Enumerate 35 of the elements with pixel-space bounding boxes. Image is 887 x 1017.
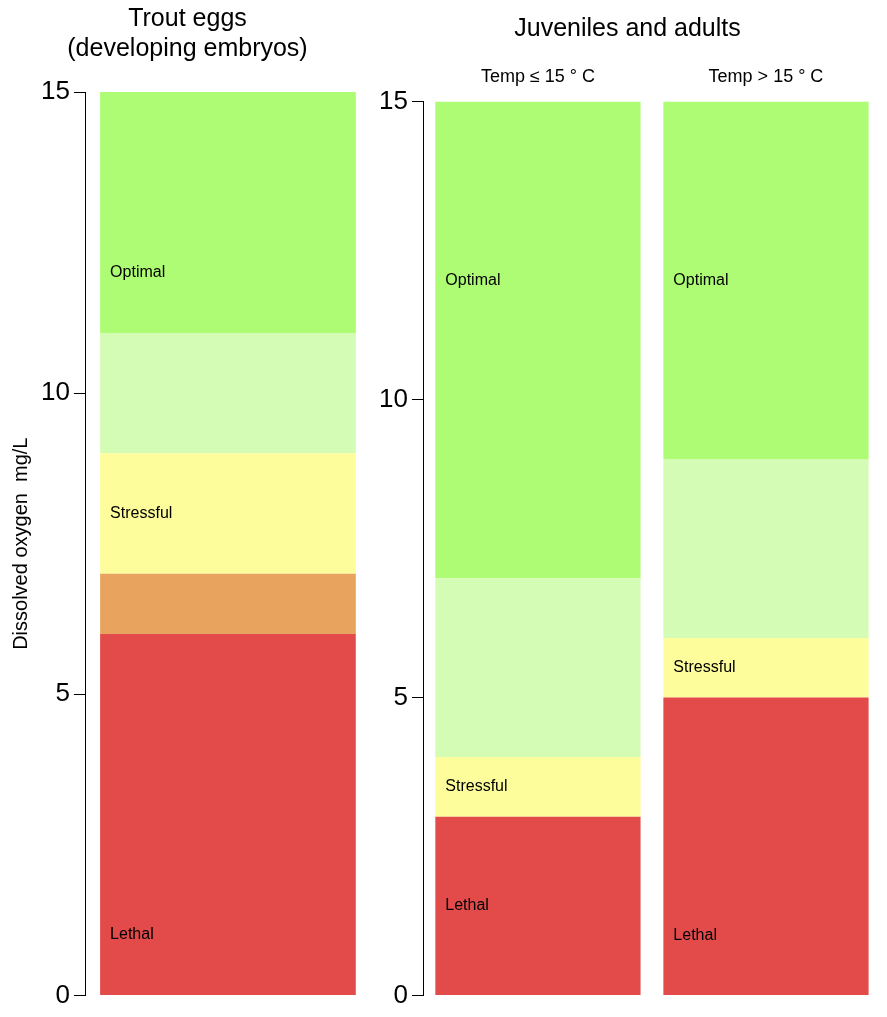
y-tick-label: 0 xyxy=(393,978,408,1009)
bar xyxy=(435,816,641,995)
series-label: Stressful xyxy=(110,503,173,521)
y-tick-label: 10 xyxy=(379,382,408,413)
series-label: Lethal xyxy=(110,925,154,943)
bar xyxy=(663,101,869,460)
y-tick-label: 15 xyxy=(379,84,408,115)
bar xyxy=(435,757,641,817)
x-tick-label: Temp ≤ 15 ° C xyxy=(480,65,595,86)
series-label: Stressful xyxy=(445,777,508,795)
bar xyxy=(100,92,356,333)
bar xyxy=(100,573,356,635)
bar xyxy=(100,332,356,454)
y-tick-label: 5 xyxy=(393,680,408,711)
bar xyxy=(435,578,641,758)
series-label: Optimal xyxy=(445,270,501,288)
bar xyxy=(100,453,356,574)
series-label: Optimal xyxy=(110,263,166,281)
bar xyxy=(435,101,641,579)
chart-title: Juveniles and adults xyxy=(514,12,741,41)
bar xyxy=(663,697,869,995)
bar xyxy=(663,637,869,698)
bar xyxy=(100,634,356,995)
bar xyxy=(663,459,869,638)
y-tick-label: 0 xyxy=(55,978,70,1009)
y-tick-label: 10 xyxy=(41,376,70,407)
text: Optimal xyxy=(673,270,729,288)
chart-title: Trout eggs (developing embryos) xyxy=(67,2,308,61)
y-tick-label: 15 xyxy=(41,75,70,106)
text: Lethal xyxy=(673,925,717,943)
x-tick-label: Temp > 15 ° C xyxy=(708,65,824,86)
series-label: Lethal xyxy=(445,896,489,914)
y-tick-label: 5 xyxy=(55,677,70,708)
y-axis-title: Dissolved oxygen mg/L xyxy=(8,437,31,650)
text: Stressful xyxy=(673,658,736,676)
